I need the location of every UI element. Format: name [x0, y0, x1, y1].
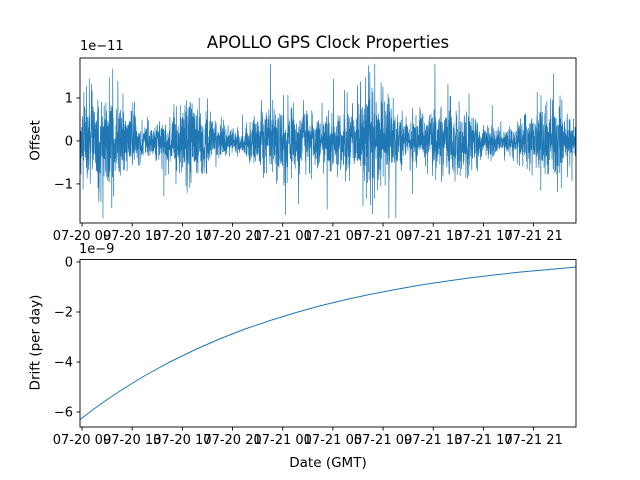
x-tick-label: 07-21 01: [253, 229, 311, 244]
top-y-axis-exponent: 1e−11: [80, 39, 124, 54]
x-tick-label: 07-21 17: [454, 433, 512, 448]
x-tick-label: 07-20 21: [203, 433, 261, 448]
x-tick-label: 07-21 05: [304, 229, 362, 244]
x-tick-label: 07-21 17: [454, 229, 512, 244]
x-tick-label: 07-21 13: [404, 229, 462, 244]
axes-frame-1: [79, 259, 577, 428]
x-tick-label: 07-20 13: [103, 229, 161, 244]
x-tick-label: 07-21 09: [354, 433, 412, 448]
x-tick-label: 07-20 09: [53, 433, 111, 448]
x-tick-label: 07-21 21: [504, 433, 562, 448]
y-tick-label: −4: [54, 356, 73, 371]
x-tick-label: 07-21 13: [404, 433, 462, 448]
y-tick-label: 0: [65, 134, 73, 149]
x-tick-label: 07-21 21: [504, 229, 562, 244]
x-axis-label: Date (GMT): [289, 455, 367, 471]
bottom-y-axis-label: Drift (per day): [27, 294, 44, 391]
bottom-y-axis-exponent: 1e−9: [79, 242, 115, 257]
x-tick-label: 07-21 05: [304, 433, 362, 448]
y-tick-label: 0: [65, 256, 73, 271]
y-tick-label: −1: [54, 177, 73, 192]
x-tick-label: 07-20 21: [203, 229, 261, 244]
x-tick-label: 07-20 09: [53, 229, 111, 244]
x-tick-label: 07-20 13: [103, 433, 161, 448]
x-tick-label: 07-21 09: [354, 229, 412, 244]
gps-clock-drift-line: [79, 266, 577, 420]
y-tick-label: −2: [54, 306, 73, 321]
x-tick-label: 07-20 17: [153, 229, 211, 244]
gps-clock-offset-line: [79, 63, 577, 219]
chart-title: APOLLO GPS Clock Properties: [206, 33, 450, 52]
y-tick-label: −6: [54, 406, 73, 421]
x-tick-label: 07-21 01: [253, 433, 311, 448]
y-tick-label: 1: [65, 91, 73, 106]
top-y-axis-label: Offset: [27, 120, 44, 161]
x-tick-label: 07-20 17: [153, 433, 211, 448]
